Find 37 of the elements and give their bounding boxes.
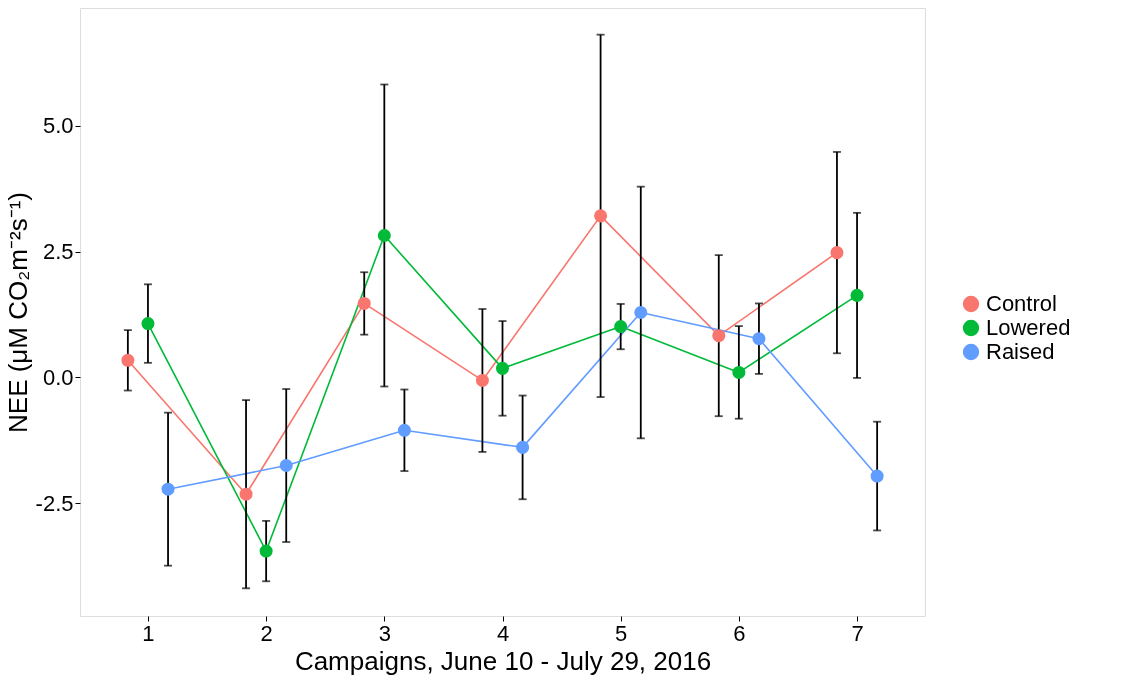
legend-label: Lowered: [986, 315, 1071, 340]
point: [712, 329, 726, 343]
x-tick-label: 4: [496, 620, 510, 646]
point: [121, 353, 135, 367]
point: [259, 544, 273, 558]
x-tick-label: 5: [615, 620, 628, 646]
legend-label: Control: [986, 291, 1057, 316]
x-tick-label: 1: [142, 620, 155, 646]
point: [752, 332, 766, 346]
point: [279, 459, 293, 473]
x-tick-label: 7: [851, 620, 864, 646]
point: [614, 320, 628, 334]
legend-label: Raised: [986, 339, 1055, 364]
y-tick-label: 5.0: [42, 113, 74, 139]
point: [850, 288, 864, 302]
point: [377, 228, 391, 242]
point: [357, 296, 371, 310]
y-tick-label: 2.5: [42, 239, 74, 265]
y-tick-label: 0.0: [42, 364, 74, 390]
point: [830, 246, 844, 260]
point: [495, 361, 510, 375]
point: [594, 209, 608, 223]
point: [475, 373, 489, 387]
x-tick-label: 2: [260, 620, 273, 646]
x-tick-label: 6: [733, 620, 746, 646]
point: [397, 423, 411, 437]
y-axis-title: NEE (μM CO₂m⁻²s⁻¹): [2, 192, 33, 433]
x-tick-label: 3: [378, 620, 391, 646]
point: [141, 317, 155, 331]
point: [870, 469, 884, 483]
x-axis-title: Campaigns, June 10 - July 29, 2016: [294, 645, 712, 676]
point: [516, 440, 530, 454]
point: [239, 487, 253, 501]
point: [161, 482, 175, 496]
y-tick-label: -2.5: [35, 490, 74, 516]
point: [634, 306, 648, 320]
point: [732, 365, 746, 379]
